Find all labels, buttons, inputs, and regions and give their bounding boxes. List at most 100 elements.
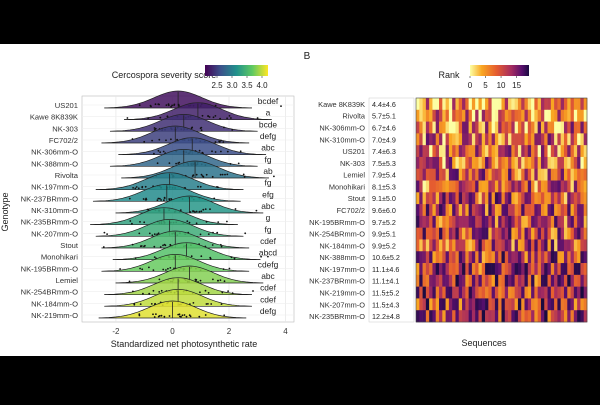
heatmap-cell bbox=[504, 133, 509, 146]
heatmap-cell bbox=[573, 251, 578, 264]
heatmap-cell bbox=[547, 145, 552, 158]
heatmap-cell bbox=[511, 286, 515, 299]
heatmap-cell bbox=[458, 168, 463, 181]
heatmap-cell bbox=[511, 98, 515, 111]
heatmap-row-label: NK-310mm-O bbox=[319, 135, 365, 144]
heatmap-cell bbox=[455, 310, 460, 323]
heatmap-cell bbox=[442, 109, 446, 122]
rank-mean-sd: 11.1±4.6 bbox=[372, 265, 399, 274]
heatmap-cell bbox=[439, 145, 443, 158]
heatmap-cell bbox=[557, 274, 561, 287]
heatmap-cell bbox=[531, 286, 535, 299]
heatmap-cell bbox=[442, 263, 446, 276]
heatmap-cell bbox=[577, 298, 581, 311]
heatmap-cell bbox=[458, 98, 463, 111]
heatmap-cell bbox=[517, 109, 522, 122]
heatmap-cell bbox=[511, 215, 515, 228]
heatmap-cell bbox=[448, 180, 453, 193]
heatmap-cell bbox=[544, 227, 548, 240]
observation-point bbox=[222, 141, 225, 143]
heatmap-cell bbox=[429, 239, 433, 252]
heatmap-cell bbox=[557, 239, 561, 252]
heatmap-cell bbox=[540, 133, 545, 146]
observation-point bbox=[230, 117, 232, 119]
heatmap-cell bbox=[488, 204, 492, 217]
heatmap-cell bbox=[478, 204, 483, 217]
heatmap-cell bbox=[452, 215, 456, 228]
heatmap-cell bbox=[534, 286, 538, 299]
heatmap-cell bbox=[498, 239, 502, 252]
genotype-label: NK-235BRmm-O bbox=[21, 218, 78, 227]
observation-point bbox=[128, 280, 131, 283]
heatmap-cell bbox=[419, 192, 423, 205]
heatmap-cell bbox=[465, 298, 469, 311]
heatmap-cell bbox=[425, 204, 430, 217]
heatmap-cell bbox=[540, 227, 545, 240]
observation-point bbox=[200, 255, 203, 258]
heatmap-cell bbox=[488, 180, 492, 193]
heatmap-cell bbox=[488, 156, 492, 170]
heatmap-cell bbox=[465, 215, 469, 228]
heatmap-row-label: US201 bbox=[342, 147, 365, 156]
observation-point bbox=[231, 129, 234, 131]
heatmap-cell bbox=[458, 121, 463, 134]
heatmap-cell bbox=[554, 109, 558, 122]
heatmap-cell bbox=[567, 98, 571, 111]
heatmap-cell bbox=[508, 98, 512, 111]
heatmap-cell bbox=[570, 298, 575, 311]
heatmap-cell bbox=[455, 133, 460, 146]
observation-point bbox=[220, 139, 222, 142]
observation-point bbox=[228, 115, 231, 117]
heatmap-cell bbox=[583, 180, 588, 193]
heatmap-cell bbox=[517, 239, 522, 252]
heatmap-cell bbox=[537, 251, 542, 264]
heatmap-cell bbox=[481, 274, 486, 287]
heatmap-cell bbox=[537, 227, 542, 240]
heatmap-cell bbox=[442, 227, 446, 240]
heatmap-cell bbox=[580, 298, 585, 311]
heatmap-cell bbox=[583, 239, 588, 252]
heatmap-cell bbox=[475, 263, 479, 276]
heatmap-cell bbox=[521, 215, 525, 228]
heatmap-cell bbox=[570, 133, 575, 146]
heatmap-cell bbox=[429, 98, 433, 111]
heatmap-cell bbox=[511, 133, 515, 146]
observation-point bbox=[227, 290, 230, 292]
heatmap-cell bbox=[465, 227, 469, 240]
heatmap-cell bbox=[462, 98, 466, 111]
heatmap-cell bbox=[570, 263, 575, 276]
observation-point bbox=[162, 150, 165, 153]
heatmap-cell bbox=[498, 286, 502, 299]
heatmap-cell bbox=[442, 133, 446, 146]
observation-point bbox=[144, 198, 147, 201]
heatmap-cell bbox=[491, 274, 496, 287]
heatmap-cell bbox=[455, 286, 460, 299]
observation-point bbox=[200, 210, 203, 213]
observation-point bbox=[219, 243, 222, 246]
heatmap-cell bbox=[514, 98, 519, 111]
heatmap-cell bbox=[435, 121, 440, 134]
observation-point bbox=[134, 187, 137, 190]
observation-point bbox=[153, 152, 155, 155]
heatmap-cell bbox=[498, 274, 502, 287]
heatmap-cell bbox=[419, 239, 423, 252]
heatmap-cell bbox=[478, 263, 483, 276]
heatmap-cell bbox=[583, 286, 588, 299]
heatmap-cell bbox=[435, 145, 440, 158]
observation-point bbox=[218, 140, 221, 143]
heatmap-cell bbox=[560, 192, 565, 205]
heatmap-cell bbox=[468, 145, 473, 158]
heatmap-cell bbox=[501, 239, 506, 252]
genotype-label: NK-254BRmm-O bbox=[21, 288, 78, 297]
heatmap-cell bbox=[422, 263, 427, 276]
heatmap-cell bbox=[429, 286, 433, 299]
heatmap-cell bbox=[439, 298, 443, 311]
heatmap-cell bbox=[563, 274, 568, 287]
heatmap-cell bbox=[537, 215, 542, 228]
observation-point bbox=[226, 220, 228, 223]
heatmap-cell bbox=[481, 263, 486, 276]
heatmap-cell bbox=[504, 239, 509, 252]
observation-point bbox=[188, 221, 191, 224]
heatmap-cell bbox=[544, 192, 548, 205]
heatmap-cell bbox=[531, 145, 535, 158]
